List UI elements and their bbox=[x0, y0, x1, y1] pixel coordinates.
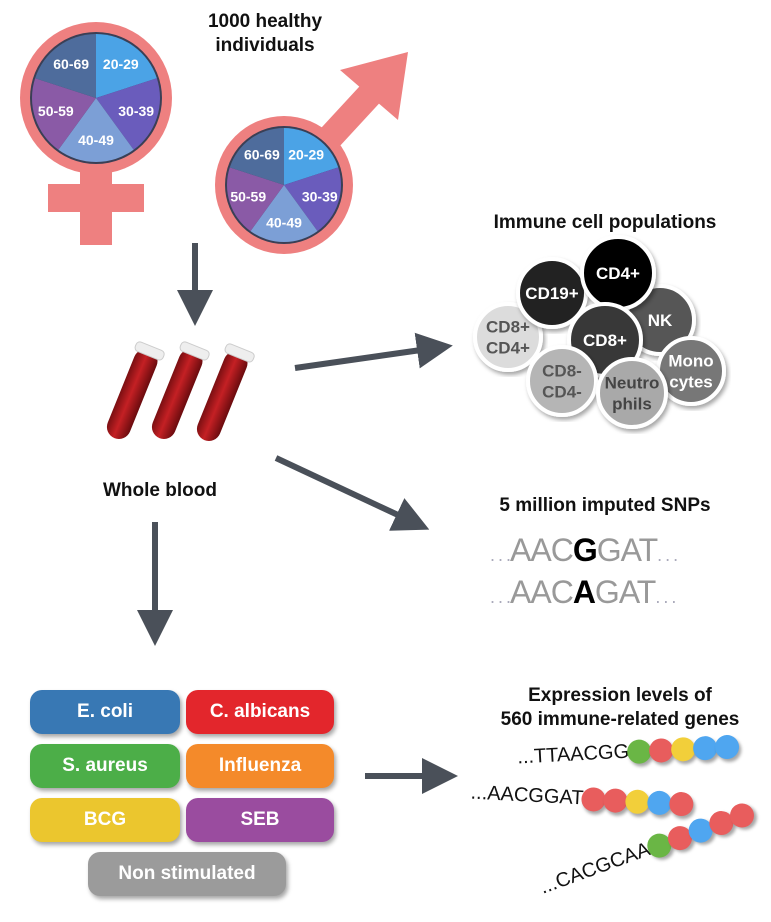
cell-label: phils bbox=[612, 395, 652, 414]
pie-slice-60-69 bbox=[229, 128, 284, 185]
stimulus-non-stimulated: Non stimulated bbox=[88, 852, 286, 896]
immune-title: Immune cell populations bbox=[493, 212, 717, 233]
snps-title: 5 million imputed SNPs bbox=[499, 495, 711, 516]
cell-label: Neutro bbox=[605, 374, 660, 393]
pie-slice-30-39 bbox=[96, 78, 161, 150]
expression-title-line1: Expression levels of bbox=[528, 685, 712, 706]
cell-label: CD19+ bbox=[525, 284, 578, 303]
snp-dots: . . . bbox=[490, 587, 511, 607]
blood-tubes-icon bbox=[106, 341, 255, 441]
cell-label: Mono bbox=[668, 352, 713, 371]
pie-slice-50-59 bbox=[32, 78, 96, 150]
cell-label: CD8- bbox=[542, 362, 582, 381]
cell-cd8cd4: CD8+ CD4+ bbox=[473, 302, 543, 372]
snp-seq2-pre: AAC bbox=[510, 574, 574, 610]
cell-nk: NK bbox=[624, 284, 696, 356]
expression-sequence: ...AACGGAT bbox=[470, 781, 585, 810]
pie-label: 30-39 bbox=[118, 103, 154, 119]
cell-cd4: CD4+ bbox=[580, 235, 656, 311]
cell-neutrophils: Neutro phils bbox=[596, 357, 668, 429]
snp-sequence-1: . . .AACGGAT. . . bbox=[490, 532, 678, 569]
pie-label: 40-49 bbox=[266, 215, 302, 231]
snp-dots: . . . bbox=[490, 545, 511, 565]
snp-seq1-pre: AAC bbox=[510, 532, 574, 568]
pie-slice-20-29 bbox=[284, 128, 339, 185]
pie-label: 50-59 bbox=[230, 189, 266, 205]
pie-slice-40-49 bbox=[250, 185, 318, 242]
immune-cell-cluster: CD8+CD4+NKCD19+CD4+CD8+CD8-CD4-Monocytes… bbox=[473, 235, 726, 429]
snp-seq1-post: GAT bbox=[596, 532, 658, 568]
cell-monocytes: Mono cytes bbox=[656, 336, 726, 406]
cell-label: CD8+ bbox=[583, 331, 627, 350]
cell-label: CD4+ bbox=[596, 264, 640, 283]
cell-label: CD4+ bbox=[486, 339, 530, 358]
expression-bead bbox=[602, 787, 629, 814]
pie-slice-30-39 bbox=[284, 167, 341, 232]
cohort-title-line2: individuals bbox=[215, 35, 315, 56]
expression-title: Expression levels of 560 immune-related … bbox=[470, 684, 770, 732]
expression-bead bbox=[670, 736, 696, 762]
expression-bead bbox=[624, 789, 650, 815]
stimulus-seb: SEB bbox=[186, 798, 334, 842]
expression-bead bbox=[646, 790, 672, 816]
cell-label: NK bbox=[648, 311, 673, 330]
expression-sequence: ...TTAACGG bbox=[516, 740, 630, 769]
expression-bead bbox=[580, 786, 607, 813]
pie-label: 20-29 bbox=[288, 147, 324, 163]
pie-label: 60-69 bbox=[53, 56, 89, 72]
stimulus-e-coli: E. coli bbox=[30, 690, 180, 734]
snp-seq2-post: GAT bbox=[594, 574, 656, 610]
expression-bead bbox=[648, 737, 674, 764]
pie-label: 30-39 bbox=[302, 189, 338, 205]
cell-cd8cd4: CD8- CD4- bbox=[526, 345, 598, 417]
pie-slice-60-69 bbox=[35, 34, 96, 98]
expression-bead bbox=[714, 734, 740, 760]
cell-label: cytes bbox=[669, 373, 712, 392]
cell-label: CD4- bbox=[542, 383, 582, 402]
expression-bead bbox=[626, 739, 652, 765]
snp-sequence-2: . . .AACAGAT. . . bbox=[490, 574, 676, 611]
expression-bead bbox=[668, 791, 694, 817]
cohort-title: 1000 healthy individuals bbox=[185, 10, 345, 58]
stimulus-s-aureus: S. aureus bbox=[30, 744, 180, 788]
snp-allele-a: A bbox=[572, 574, 596, 610]
pie-label: 50-59 bbox=[38, 103, 74, 119]
arrow-to-cells bbox=[294, 332, 453, 371]
expression-title-line2: 560 immune-related genes bbox=[500, 709, 740, 730]
snp-dots: . . . bbox=[655, 587, 676, 607]
pie-label: 20-29 bbox=[103, 56, 139, 72]
whole-blood-label: Whole blood bbox=[103, 480, 217, 501]
cell-label: CD8+ bbox=[486, 318, 530, 337]
expression-bead bbox=[692, 735, 718, 761]
pie-slice-20-29 bbox=[96, 34, 157, 98]
pie-label: 60-69 bbox=[244, 147, 280, 163]
pie-slice-50-59 bbox=[227, 167, 284, 232]
cohort-title-line1: 1000 healthy bbox=[207, 11, 323, 32]
stimulus-c-albicans: C. albicans bbox=[186, 690, 334, 734]
snp-dots: . . . bbox=[657, 545, 678, 565]
stimulus-influenza: Influenza bbox=[186, 744, 334, 788]
stimulus-bcg: BCG bbox=[30, 798, 180, 842]
pie-label: 40-49 bbox=[78, 132, 114, 148]
snp-allele-g: G bbox=[572, 532, 598, 568]
pie-slice-40-49 bbox=[58, 98, 134, 163]
arrow-to-snps bbox=[274, 455, 430, 531]
